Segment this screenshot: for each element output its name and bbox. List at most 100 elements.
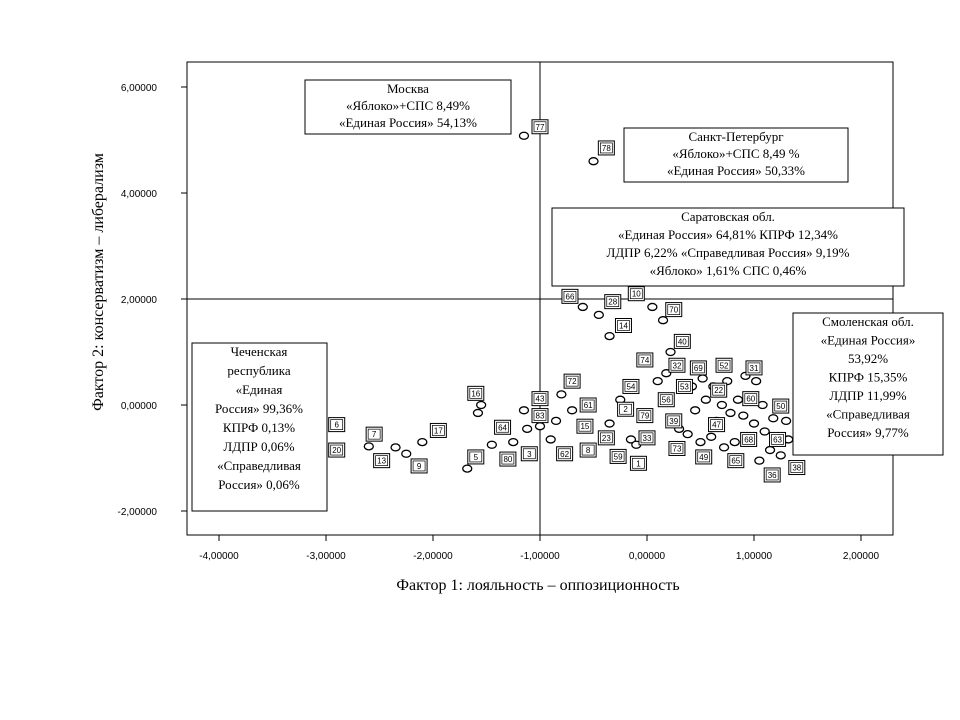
point-label-text: 50 <box>776 402 785 411</box>
point-label-text: 62 <box>560 450 569 459</box>
annotation-line: КПРФ 0,13% <box>223 420 295 435</box>
point-label-text: 74 <box>640 356 649 365</box>
data-point <box>657 316 669 325</box>
y-axis-title: Фактор 2: консерватизм – либерализм <box>90 153 107 411</box>
point-label: 7 <box>365 426 383 442</box>
data-point <box>534 422 546 431</box>
data-point <box>390 443 401 452</box>
data-point <box>566 406 578 415</box>
point-label: 69 <box>689 360 707 376</box>
point-label-text: 43 <box>536 395 545 404</box>
data-point <box>604 419 615 428</box>
point-label: 36 <box>763 467 781 483</box>
data-point <box>647 302 658 312</box>
point-label: 64 <box>494 419 512 435</box>
point-label-text: 9 <box>417 462 422 471</box>
annotation-line: «Единая Россия» <box>821 333 916 348</box>
y-tick-label: 6,00000 <box>121 83 158 94</box>
point-label-text: 56 <box>662 396 671 405</box>
point-label: 2 <box>617 401 635 417</box>
point-label-text: 47 <box>712 421 721 430</box>
point-label-text: 79 <box>640 412 649 421</box>
data-point <box>556 390 567 399</box>
point-label: 38 <box>788 460 806 476</box>
point-label: 1 <box>629 455 647 471</box>
annotation-line: Саратовская обл. <box>681 209 775 224</box>
point-label-text: 69 <box>694 364 703 373</box>
data-point <box>718 443 730 452</box>
point-label-text: 73 <box>673 444 682 453</box>
x-axis-title: Фактор 1: лояльность – оппозиционность <box>396 577 679 594</box>
data-point <box>588 157 599 166</box>
data-point <box>697 374 708 383</box>
data-point <box>690 406 701 415</box>
point-label-text: 52 <box>720 361 729 370</box>
annotation-line: «Справедливая <box>826 407 910 422</box>
y-tick-label: 0,00000 <box>121 401 158 412</box>
point-label: 33 <box>638 430 656 446</box>
annotation-line: Россия» 9,77% <box>827 425 909 440</box>
point-label-text: 72 <box>568 377 577 386</box>
data-point <box>706 432 717 441</box>
point-label: 40 <box>673 333 691 349</box>
data-point <box>593 310 604 320</box>
point-label: 14 <box>614 318 632 333</box>
point-label: 74 <box>636 352 654 368</box>
data-point <box>518 406 530 415</box>
point-label: 60 <box>742 391 760 407</box>
x-tick-label: 2,00000 <box>843 551 880 562</box>
annotation-saratov: Саратовская обл. «Единая Россия» 64,81% К… <box>551 207 905 287</box>
data-point <box>577 302 588 312</box>
point-label: 8 <box>579 442 597 458</box>
point-label-text: 40 <box>678 337 687 346</box>
point-label-text: 8 <box>586 446 591 455</box>
point-label: 72 <box>563 373 581 389</box>
annotation-line: ЛДПР 0,06% <box>223 439 294 454</box>
point-label: 65 <box>727 453 745 469</box>
point-label: 10 <box>627 286 645 302</box>
data-point <box>750 376 762 386</box>
annotation-line: республика <box>227 363 291 378</box>
annotation-line: «Единая Россия» 50,33% <box>667 163 805 178</box>
annotation-line: Санкт-Петербург <box>688 129 783 144</box>
point-label-text: 77 <box>536 123 545 132</box>
point-label: 63 <box>769 431 787 447</box>
point-label-text: 39 <box>669 417 678 426</box>
x-tick-label: -3,00000 <box>306 551 346 562</box>
point-label-text: 78 <box>602 144 611 153</box>
data-point <box>604 331 615 341</box>
point-label-text: 33 <box>643 434 652 443</box>
data-point <box>545 435 556 444</box>
x-tick-label: -4,00000 <box>199 551 239 562</box>
point-label: 78 <box>597 140 615 156</box>
annotation-line: «Яблоко»+СПС 8,49 % <box>672 146 799 161</box>
point-label: 9 <box>410 458 428 474</box>
point-label: 23 <box>597 430 615 446</box>
data-point <box>780 416 792 426</box>
point-label-text: 61 <box>584 401 593 410</box>
point-label: 52 <box>715 357 733 373</box>
point-label: 15 <box>576 418 594 434</box>
data-point <box>729 437 740 447</box>
data-point <box>732 395 744 404</box>
point-label-text: 63 <box>773 435 782 444</box>
data-point <box>665 347 676 357</box>
point-label-text: 16 <box>471 389 480 398</box>
y-axis: -2,00000 0,00000 2,00000 4,00000 6,00000 <box>118 83 187 518</box>
data-point <box>652 376 663 386</box>
point-label-text: 64 <box>498 423 507 432</box>
point-label-text: 53 <box>680 382 689 391</box>
point-label: 68 <box>740 431 758 447</box>
data-point <box>764 445 776 455</box>
point-label-text: 68 <box>744 435 753 444</box>
point-label-text: 54 <box>626 382 635 391</box>
data-point <box>508 437 519 447</box>
annotation-chechnya: Чеченская республика «Единая Россия» 99,36%… <box>191 342 328 512</box>
x-tick-label: -2,00000 <box>413 551 453 562</box>
point-label-text: 17 <box>434 426 443 435</box>
annotation-line: «Единая Россия» 64,81% КПРФ 12,34% <box>618 227 838 242</box>
y-tick-label: 2,00000 <box>121 295 158 306</box>
data-point <box>682 429 693 439</box>
